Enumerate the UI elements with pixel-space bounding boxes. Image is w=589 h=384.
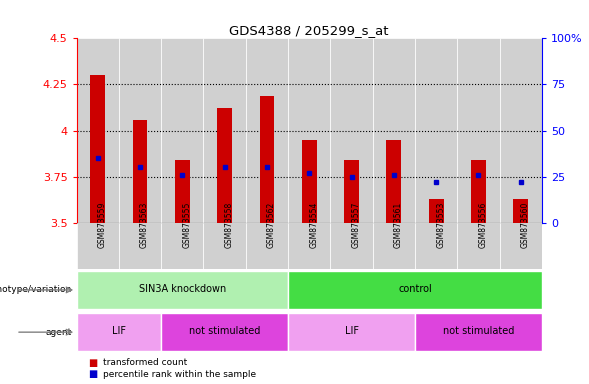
Bar <box>77 313 161 351</box>
Text: GSM873558: GSM873558 <box>224 202 234 248</box>
Text: GSM873555: GSM873555 <box>183 202 191 248</box>
Bar <box>246 38 288 223</box>
Text: ■: ■ <box>88 358 98 368</box>
Bar <box>457 38 499 223</box>
Bar <box>330 38 373 223</box>
Bar <box>77 38 119 223</box>
Bar <box>429 199 444 223</box>
Bar <box>373 38 415 223</box>
Bar <box>499 223 542 269</box>
Bar <box>119 38 161 223</box>
Text: GSM873561: GSM873561 <box>394 202 403 248</box>
Bar <box>77 271 288 309</box>
Bar <box>90 75 105 223</box>
Bar <box>288 223 330 269</box>
Text: GSM873556: GSM873556 <box>478 202 488 248</box>
Title: GDS4388 / 205299_s_at: GDS4388 / 205299_s_at <box>230 24 389 37</box>
Text: SIN3A knockdown: SIN3A knockdown <box>138 284 226 294</box>
Text: GSM873553: GSM873553 <box>436 202 445 248</box>
Text: control: control <box>398 284 432 294</box>
Bar <box>415 223 457 269</box>
Text: percentile rank within the sample: percentile rank within the sample <box>103 370 256 379</box>
Bar <box>415 313 542 351</box>
Bar <box>217 108 232 223</box>
Bar <box>133 119 147 223</box>
Bar <box>203 223 246 269</box>
Bar <box>302 140 317 223</box>
Bar <box>386 140 401 223</box>
Text: transformed count: transformed count <box>103 358 187 367</box>
Text: GSM873557: GSM873557 <box>352 202 360 248</box>
Text: GSM873554: GSM873554 <box>309 202 318 248</box>
Bar <box>119 223 161 269</box>
Bar <box>471 160 486 223</box>
Text: GSM873560: GSM873560 <box>521 202 530 248</box>
Bar <box>77 223 119 269</box>
Text: not stimulated: not stimulated <box>443 326 514 336</box>
Text: GSM873559: GSM873559 <box>98 202 107 248</box>
Bar <box>288 313 415 351</box>
Text: agent: agent <box>46 328 72 337</box>
Bar <box>246 223 288 269</box>
Bar <box>288 38 330 223</box>
Bar <box>161 313 288 351</box>
Bar <box>175 160 190 223</box>
Bar <box>373 223 415 269</box>
Bar <box>457 223 499 269</box>
Bar <box>344 160 359 223</box>
Bar <box>499 38 542 223</box>
Text: genotype/variation: genotype/variation <box>0 285 72 295</box>
Text: LIF: LIF <box>112 326 126 336</box>
Bar <box>330 223 373 269</box>
Text: GSM873562: GSM873562 <box>267 202 276 248</box>
Bar <box>288 271 542 309</box>
Bar <box>161 223 203 269</box>
Bar <box>260 96 274 223</box>
Bar <box>415 38 457 223</box>
Text: not stimulated: not stimulated <box>189 326 260 336</box>
Bar <box>203 38 246 223</box>
Bar <box>514 199 528 223</box>
Bar <box>161 38 203 223</box>
Text: LIF: LIF <box>345 326 359 336</box>
Text: ■: ■ <box>88 369 98 379</box>
Text: GSM873563: GSM873563 <box>140 202 149 248</box>
